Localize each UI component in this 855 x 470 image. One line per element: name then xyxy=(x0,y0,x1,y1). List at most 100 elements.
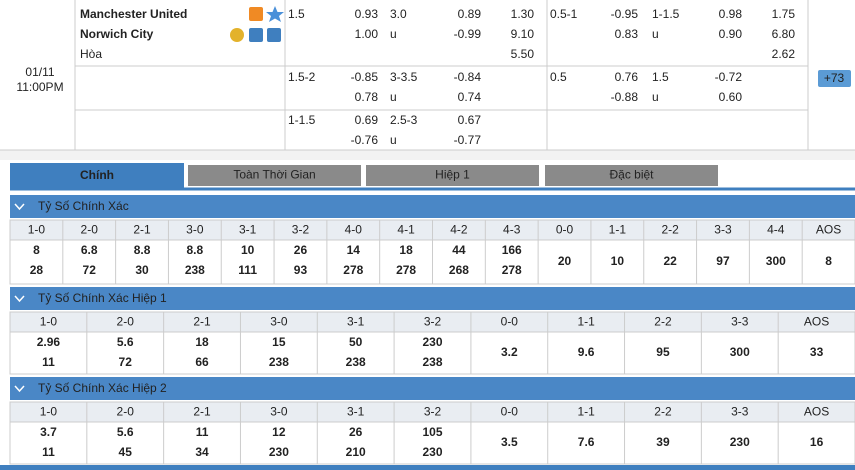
odds-value[interactable]: 26 xyxy=(349,425,363,439)
odds-value[interactable]: 97 xyxy=(716,254,730,268)
icon[interactable] xyxy=(249,7,263,21)
odds-value[interactable]: 39 xyxy=(656,435,670,449)
odds-value[interactable]: 300 xyxy=(766,254,786,268)
odds-cell[interactable]: 0.90 xyxy=(719,27,743,41)
odds-cell[interactable]: 1.00 xyxy=(355,27,379,41)
odds-value[interactable]: 9.6 xyxy=(578,345,595,359)
more-count[interactable]: +73 xyxy=(824,71,845,85)
tab-label[interactable]: Đặc biệt xyxy=(609,168,654,182)
odds-value[interactable]: 18 xyxy=(195,335,209,349)
odds-value[interactable]: 238 xyxy=(185,263,205,277)
section-header[interactable] xyxy=(10,287,855,310)
odds-cell[interactable]: 0.60 xyxy=(719,90,743,104)
odds-cell[interactable]: 0.76 xyxy=(615,70,639,84)
section-header[interactable] xyxy=(10,377,855,400)
odds-value[interactable]: 2.96 xyxy=(37,335,61,349)
odds-value[interactable]: 10 xyxy=(611,254,625,268)
tab-label[interactable]: Chính xyxy=(80,168,114,182)
odds-value[interactable]: 8 xyxy=(825,254,832,268)
icon[interactable] xyxy=(249,28,263,42)
odds-value[interactable]: 105 xyxy=(422,425,442,439)
odds-value[interactable]: 230 xyxy=(269,445,289,459)
odds-value[interactable]: 5.6 xyxy=(117,425,134,439)
odds-cell[interactable]: 1.75 xyxy=(772,7,796,21)
odds-value[interactable]: 11 xyxy=(42,355,55,369)
odds-value[interactable]: 66 xyxy=(195,355,209,369)
tab[interactable] xyxy=(188,165,361,186)
odds-value[interactable]: 3.7 xyxy=(40,425,57,439)
section-header[interactable] xyxy=(10,195,855,218)
odds-cell[interactable]: 5.50 xyxy=(511,47,535,61)
odds-value[interactable]: 278 xyxy=(502,263,522,277)
odds-cell[interactable]: 2.62 xyxy=(772,47,796,61)
tab[interactable] xyxy=(10,163,184,189)
odds-value[interactable]: 278 xyxy=(396,263,416,277)
icon[interactable] xyxy=(267,28,281,42)
favorite-icon[interactable] xyxy=(266,6,284,22)
odds-value[interactable]: 3.2 xyxy=(501,345,518,359)
odds-value[interactable]: 7.6 xyxy=(578,435,595,449)
tab[interactable] xyxy=(545,165,718,186)
odds-cell[interactable]: -0.77 xyxy=(454,133,482,147)
odds-value[interactable]: 15 xyxy=(272,335,286,349)
odds-value[interactable]: 3.5 xyxy=(501,435,518,449)
odds-value[interactable]: 34 xyxy=(195,445,209,459)
section-title[interactable]: Tỷ Số Chính Xác xyxy=(38,199,129,213)
odds-cell[interactable]: 0.78 xyxy=(355,90,379,104)
odds-cell[interactable]: -0.76 xyxy=(351,133,379,147)
odds-value[interactable]: 33 xyxy=(810,345,824,359)
chevron[interactable] xyxy=(14,203,25,211)
odds-value[interactable]: 230 xyxy=(730,435,750,449)
odds-cell[interactable]: 0.74 xyxy=(458,90,482,104)
odds-value[interactable]: 12 xyxy=(272,425,286,439)
odds-cell[interactable]: 0.98 xyxy=(719,7,743,21)
odds-cell[interactable]: 1.30 xyxy=(511,7,535,21)
odds-value[interactable]: 230 xyxy=(422,335,442,349)
odds-value[interactable]: 11 xyxy=(196,425,209,439)
odds-value[interactable]: 28 xyxy=(30,263,44,277)
tab-label[interactable]: Toàn Thời Gian xyxy=(233,168,315,182)
odds-value[interactable]: 14 xyxy=(347,243,361,257)
chevron[interactable] xyxy=(14,385,25,393)
odds-cell[interactable]: -0.72 xyxy=(715,70,743,84)
odds-cell[interactable]: 0.93 xyxy=(355,7,379,21)
odds-value[interactable]: 8 xyxy=(33,243,40,257)
odds-cell[interactable]: 0.67 xyxy=(458,113,482,127)
section-title[interactable]: Tỷ Số Chính Xác Hiệp 2 xyxy=(38,381,167,395)
odds-cell[interactable]: -0.99 xyxy=(454,27,482,41)
tab-label[interactable]: Hiệp 1 xyxy=(435,168,470,182)
odds-value[interactable]: 30 xyxy=(135,263,149,277)
odds-value[interactable]: 26 xyxy=(294,243,308,257)
odds-cell[interactable]: 0.83 xyxy=(615,27,639,41)
odds-value[interactable]: 44 xyxy=(452,243,466,257)
odds-value[interactable]: 45 xyxy=(119,445,133,459)
odds-value[interactable]: 6.8 xyxy=(81,243,98,257)
odds-value[interactable]: 11 xyxy=(42,445,55,459)
odds-value[interactable]: 72 xyxy=(119,355,133,369)
odds-cell[interactable]: -0.85 xyxy=(351,70,379,84)
odds-value[interactable]: 238 xyxy=(422,355,442,369)
odds-value[interactable]: 268 xyxy=(449,263,469,277)
odds-value[interactable]: 111 xyxy=(238,263,257,277)
home-team[interactable]: Manchester United xyxy=(80,7,187,21)
section-title[interactable]: Tỷ Số Chính Xác Hiệp 1 xyxy=(38,291,167,305)
odds-value[interactable]: 5.6 xyxy=(117,335,134,349)
odds-value[interactable]: 72 xyxy=(83,263,97,277)
odds-value[interactable]: 95 xyxy=(656,345,670,359)
odds-cell[interactable]: -0.84 xyxy=(454,70,482,84)
chevron[interactable] xyxy=(14,295,25,303)
odds-value[interactable]: 10 xyxy=(241,243,255,257)
odds-cell[interactable]: -0.95 xyxy=(611,7,639,21)
away-team[interactable]: Norwich City xyxy=(80,27,154,41)
odds-cell[interactable]: 9.10 xyxy=(511,27,535,41)
odds-cell[interactable]: 6.80 xyxy=(772,27,796,41)
odds-value[interactable]: 166 xyxy=(502,243,522,257)
odds-cell[interactable]: 0.69 xyxy=(355,113,379,127)
odds-value[interactable]: 50 xyxy=(349,335,363,349)
odds-value[interactable]: 300 xyxy=(730,345,750,359)
more-button[interactable] xyxy=(818,70,851,87)
odds-cell[interactable]: -0.88 xyxy=(611,90,639,104)
odds-value[interactable]: 8.8 xyxy=(134,243,151,257)
odds-value[interactable]: 238 xyxy=(269,355,289,369)
odds-value[interactable]: 278 xyxy=(343,263,363,277)
